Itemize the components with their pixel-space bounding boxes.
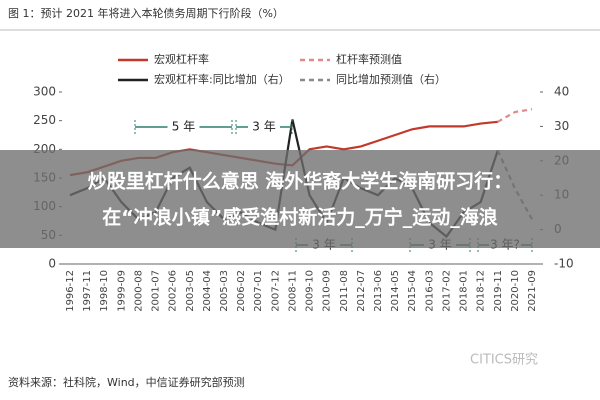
- x-tick-label: 2005-03: [219, 270, 230, 312]
- series-line: [497, 108, 533, 123]
- x-tick-label: 2007-12: [270, 270, 281, 312]
- x-tick-label: 2008-11: [287, 270, 298, 312]
- y-tick-label: 250: [33, 113, 56, 127]
- x-tick-label: 2017-02: [441, 270, 452, 312]
- x-tick-label: 2002-06: [168, 270, 179, 312]
- x-tick-label: 2010-09: [322, 270, 333, 312]
- y2-tick-label: -10: [554, 257, 574, 271]
- x-tick-label: 2007-01: [253, 270, 264, 312]
- x-tick-label: 2019-11: [493, 270, 504, 312]
- annotation: 3 年: [252, 120, 275, 134]
- legend-label: 同比增加预测值（右）: [336, 72, 446, 86]
- x-tick-label: 2013-06: [373, 270, 384, 312]
- annotation: 5 年: [172, 120, 195, 134]
- banner: [0, 150, 600, 248]
- watermark: CITICS研究: [470, 353, 538, 368]
- x-tick-label: 1997-11: [82, 270, 93, 312]
- x-tick-label: 2011-08: [339, 270, 350, 312]
- x-tick-label: 2020-10: [510, 270, 521, 312]
- banner-text: 在“冲浪小镇”感受渔村新活力_万宁_运动_海浪: [102, 206, 497, 229]
- x-tick-label: 2001-07: [151, 270, 162, 312]
- source: 资料来源：社科院，Wind，中信证券研究部预测: [8, 375, 245, 389]
- y2-tick-label: 30: [554, 119, 569, 133]
- x-tick-label: 2004-04: [202, 270, 213, 312]
- x-tick-label: 2014-05: [390, 270, 401, 312]
- legend-label: 宏观杠杆率:同比增加（右）: [154, 72, 290, 86]
- x-tick-label: 1998-10: [99, 270, 110, 312]
- x-tick-label: 2003-05: [185, 270, 196, 312]
- x-tick-label: 2016-03: [424, 270, 435, 312]
- x-tick-label: 2021-09: [527, 270, 538, 312]
- banner-text: 炒股里杠杆什么意思 海外华裔大学生海南研习行：: [88, 170, 513, 193]
- y-tick-label: 0: [48, 257, 56, 271]
- x-tick-label: 2018-12: [476, 270, 487, 312]
- legend-label: 杠杆率预测值: [336, 52, 402, 66]
- y-tick-label: 300: [33, 85, 56, 99]
- x-tick-label: 2018-01: [459, 270, 470, 312]
- x-tick-label: 2000-08: [133, 270, 144, 312]
- x-tick-label: 2012-07: [356, 270, 367, 312]
- x-tick-label: 2006-02: [236, 270, 247, 312]
- x-tick-label: 1999-09: [116, 270, 127, 312]
- y2-tick-label: 40: [554, 85, 569, 99]
- x-tick-label: 1996-12: [65, 270, 76, 312]
- x-tick-label: 2009-10: [305, 270, 316, 312]
- legend-label: 宏观杠杆率: [154, 52, 209, 66]
- chart-title: 图 1：预计 2021 年将进入本轮债务周期下行阶段（%）: [8, 6, 284, 20]
- x-tick-label: 2015-04: [407, 270, 418, 312]
